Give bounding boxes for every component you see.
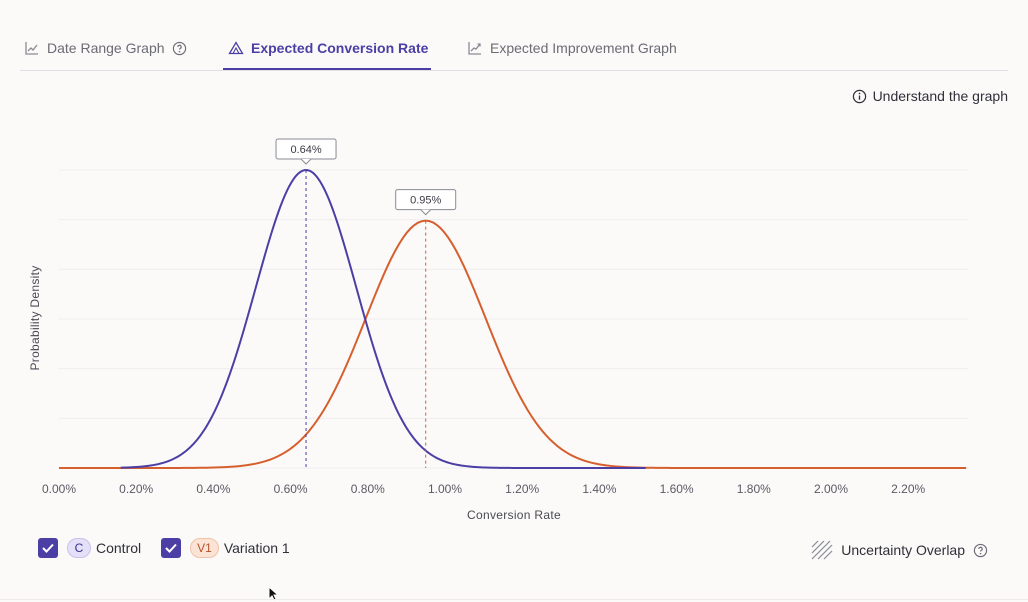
line-chart-icon bbox=[25, 42, 38, 55]
x-tick-label: 1.60% bbox=[660, 482, 694, 496]
y-axis-label: Probability Density bbox=[28, 265, 42, 370]
series-line-0 bbox=[120, 169, 646, 469]
x-axis-label: Conversion Rate bbox=[467, 508, 561, 522]
x-tick-label: 0.80% bbox=[351, 482, 385, 496]
x-tick-label: 0.60% bbox=[274, 482, 308, 496]
variation-1-label: Variation 1 bbox=[223, 540, 290, 556]
variation-1-badge: V1 bbox=[190, 538, 219, 558]
tab-bar: Date Range Graph Expected Conversion Rat… bbox=[20, 32, 1008, 71]
question-circle-icon[interactable] bbox=[973, 543, 988, 558]
x-tick-label: 2.20% bbox=[891, 482, 925, 496]
trend-up-icon bbox=[468, 42, 481, 55]
x-tick-label: 1.80% bbox=[737, 482, 771, 496]
x-tick-label: 2.00% bbox=[814, 482, 848, 496]
conversion-rate-chart: 0.00% 0.20% 0.40% 0.60% 0.80% 1.00% 1.20% 1.40%… bbox=[28, 138, 968, 522]
tab-label: Expected Improvement Graph bbox=[490, 40, 677, 56]
understand-graph-label: Understand the graph bbox=[872, 88, 1008, 104]
mouse-cursor-icon bbox=[268, 586, 280, 602]
control-badge: C bbox=[67, 538, 91, 558]
bell-curve-icon bbox=[228, 41, 244, 55]
check-icon bbox=[42, 543, 54, 553]
variation-1-checkbox[interactable] bbox=[161, 538, 182, 558]
x-tick-label: 1.00% bbox=[428, 482, 462, 496]
tab-label: Date Range Graph bbox=[47, 40, 165, 56]
active-tab-indicator bbox=[223, 68, 431, 70]
mean-label-pointer-1 bbox=[420, 209, 432, 216]
uncertainty-overlap-toggle[interactable]: Uncertainty Overlap bbox=[811, 540, 988, 560]
uncertainty-overlap-label: Uncertainty Overlap bbox=[841, 542, 965, 558]
info-circle-icon bbox=[852, 89, 866, 103]
understand-graph-link[interactable]: Understand the graph bbox=[852, 88, 1008, 104]
mean-label-pointer-0 bbox=[300, 158, 312, 165]
control-label: Control bbox=[96, 540, 142, 556]
x-tick-label: 0.00% bbox=[42, 482, 76, 496]
check-icon bbox=[165, 543, 177, 553]
divider bbox=[0, 599, 1028, 600]
x-tick-label: 0.40% bbox=[196, 482, 230, 496]
series-line-1 bbox=[59, 219, 967, 469]
tab-label: Expected Conversion Rate bbox=[251, 40, 429, 56]
mean-label-0: 0.64% bbox=[290, 144, 321, 156]
tab-date-range-graph[interactable]: Date Range Graph bbox=[24, 40, 187, 56]
x-tick-label: 0.20% bbox=[119, 482, 153, 496]
x-tick-label: 1.20% bbox=[505, 482, 539, 496]
control-checkbox[interactable] bbox=[38, 538, 58, 558]
tab-expected-improvement-graph[interactable]: Expected Improvement Graph bbox=[467, 40, 677, 56]
x-tick-label: 1.40% bbox=[582, 482, 616, 496]
mean-label-1: 0.95% bbox=[410, 195, 441, 207]
tab-expected-conversion-rate[interactable]: Expected Conversion Rate bbox=[228, 40, 428, 56]
hatch-icon bbox=[811, 540, 833, 560]
legend: C Control V1 Variation 1 bbox=[38, 538, 290, 558]
question-circle-icon[interactable] bbox=[172, 41, 187, 56]
